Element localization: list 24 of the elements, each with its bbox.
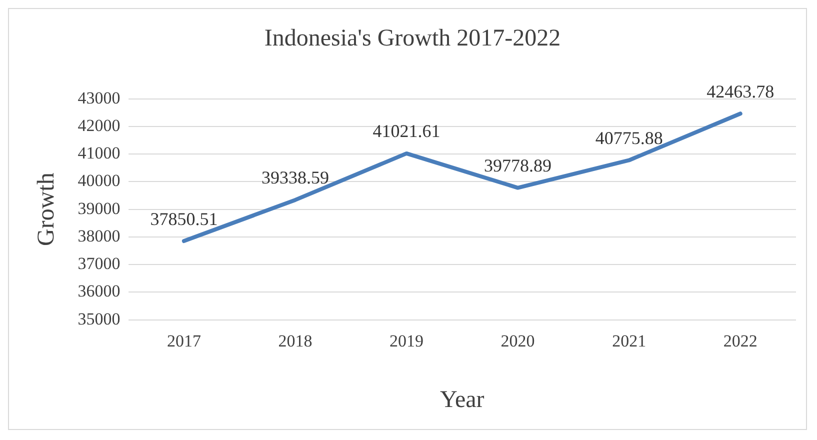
x-tick-label: 2018	[278, 331, 312, 350]
y-axis-title: Growth	[34, 172, 60, 246]
y-tick-label: 42000	[78, 116, 120, 135]
y-tick-label: 39000	[78, 198, 120, 218]
y-tick-label: 35000	[78, 309, 120, 328]
y-tick-label: 40000	[78, 171, 120, 190]
x-tick-label: 2021	[612, 331, 646, 350]
data-label: 40775.88	[595, 128, 663, 148]
x-tick-label: 2017	[166, 331, 202, 350]
x-tick-label: 2020	[500, 331, 535, 350]
data-label: 42463.78	[706, 81, 774, 102]
y-tick-label: 36000	[78, 282, 120, 301]
x-tick-label: 2019	[390, 331, 424, 350]
y-tick-label: 41000	[78, 144, 120, 163]
y-tick-label: 43000	[78, 88, 120, 108]
y-tick-label: 37000	[78, 254, 120, 274]
data-label: 37850.51	[150, 208, 218, 229]
x-tick-label: 2022	[723, 331, 758, 350]
data-label: 39778.89	[484, 156, 552, 176]
data-label: 41021.61	[372, 121, 440, 142]
data-label: 39338.59	[261, 168, 329, 188]
chart-title: Indonesia's Growth 2017-2022	[264, 26, 561, 52]
x-axis-title: Year	[440, 386, 484, 413]
y-tick-label: 38000	[78, 226, 120, 246]
